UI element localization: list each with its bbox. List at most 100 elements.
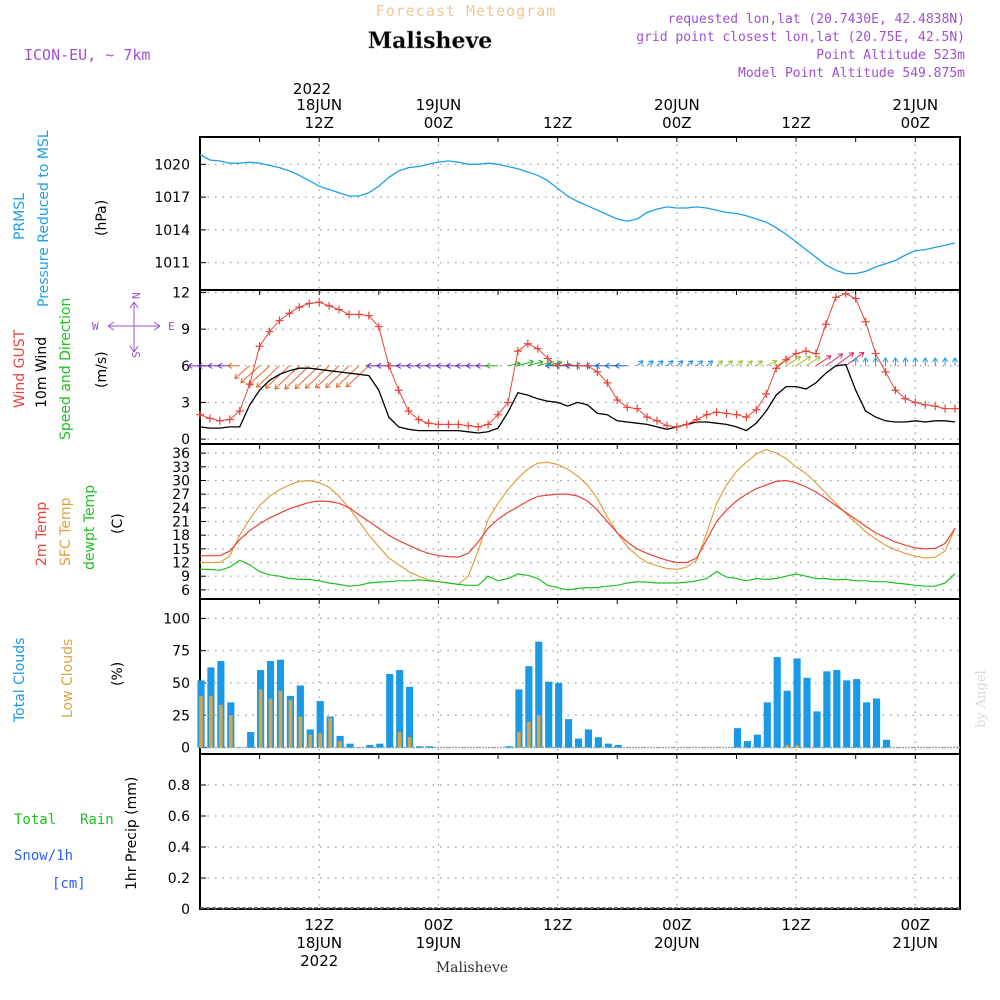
wind-arrow-head bbox=[325, 382, 331, 389]
wind-direction-arrow bbox=[676, 360, 684, 367]
low-cloud-bar bbox=[258, 689, 263, 748]
wind-arrow-head bbox=[932, 357, 939, 363]
y-tick-label: 9 bbox=[181, 322, 190, 338]
series-temp-line-0 bbox=[200, 479, 956, 564]
compass-n: N bbox=[130, 292, 143, 299]
gust-point bbox=[573, 361, 582, 370]
gust-point bbox=[454, 420, 463, 429]
top-time-label: 12Z bbox=[305, 114, 334, 132]
wind-direction-arrow bbox=[825, 353, 843, 367]
wind-arrow-head bbox=[826, 355, 832, 361]
bottom-date-label: 20JUN bbox=[654, 934, 700, 952]
gust-point bbox=[543, 354, 552, 363]
wind-direction-arrow bbox=[656, 360, 664, 367]
y-tick-label: 0.4 bbox=[168, 840, 190, 856]
wind-arrow-head bbox=[848, 352, 855, 358]
low-cloud-bar bbox=[397, 732, 402, 748]
wind-arrow-head bbox=[882, 357, 889, 363]
y-tick-label: 21 bbox=[172, 515, 190, 531]
low-cloud-bar bbox=[785, 744, 789, 748]
gust-point bbox=[335, 305, 344, 314]
compass-rose: N S W E bbox=[92, 292, 175, 358]
gust-point bbox=[553, 361, 562, 370]
wind-arrow-head bbox=[315, 383, 321, 389]
wind-arrow-head bbox=[284, 384, 290, 390]
wind-direction-arrow bbox=[325, 365, 350, 389]
gust-point bbox=[215, 416, 224, 425]
top-date-label: 19JUN bbox=[416, 96, 462, 114]
gust-point bbox=[474, 422, 483, 431]
total-cloud-bar bbox=[316, 701, 324, 748]
gust-point bbox=[305, 299, 314, 308]
low-cloud-bar bbox=[318, 733, 323, 748]
chart-subtitle: Forecast Meteogram bbox=[376, 2, 557, 20]
total-cloud-bar bbox=[406, 686, 414, 748]
panel-frame-0 bbox=[199, 136, 961, 291]
wind-arrow-head bbox=[217, 362, 223, 369]
wind-arrow-head bbox=[436, 362, 441, 369]
gust-point bbox=[931, 402, 940, 411]
gust-point bbox=[831, 293, 840, 302]
gust-point bbox=[732, 410, 741, 419]
gust-point bbox=[374, 322, 383, 331]
wind-arrow-head bbox=[406, 362, 412, 369]
pressure-unit-label: (hPa) bbox=[94, 200, 110, 236]
gust-point bbox=[325, 301, 334, 310]
bottom-time-label: 12Z bbox=[781, 916, 810, 934]
gust-point bbox=[593, 367, 602, 376]
wind-arrow-head bbox=[605, 362, 610, 369]
gust-point bbox=[295, 303, 304, 312]
gust-point bbox=[354, 310, 363, 319]
gust-point bbox=[821, 320, 830, 329]
wind-arrow-head bbox=[771, 359, 778, 366]
low-cloud-bar bbox=[536, 715, 541, 748]
wind-arrow-head bbox=[747, 360, 753, 366]
total-label: Total bbox=[14, 812, 56, 828]
wind-arrow-head bbox=[376, 362, 382, 369]
y-tick-label: 27 bbox=[172, 487, 190, 503]
total-cloud-bar bbox=[594, 737, 602, 748]
y-tick-label: 0 bbox=[181, 741, 190, 757]
gust-point bbox=[464, 421, 473, 430]
total-cloud-bar bbox=[217, 661, 225, 748]
gust-point bbox=[941, 404, 950, 413]
wind-direction-arrow bbox=[247, 365, 270, 386]
chart-title: Malisheve bbox=[368, 28, 492, 54]
wind-arrow-head bbox=[805, 355, 812, 362]
gust-point bbox=[225, 415, 234, 424]
gust-point bbox=[434, 420, 443, 429]
precip-axis-label: 1hr Precip (mm) bbox=[124, 777, 140, 890]
gust-point bbox=[245, 380, 254, 389]
y-tick-label: 6 bbox=[181, 583, 190, 599]
wind-arrow-head bbox=[465, 362, 471, 369]
y-tick-label: 0.2 bbox=[168, 871, 190, 887]
wind-arrow-head bbox=[545, 362, 551, 369]
gust-point bbox=[364, 311, 373, 320]
gust-point bbox=[285, 309, 294, 318]
low-cloud-bar bbox=[407, 737, 412, 748]
gust-point bbox=[772, 364, 781, 373]
model-point-altitude: Model Point Altitude 549.875m bbox=[738, 66, 965, 81]
total-cloud-bar bbox=[247, 732, 255, 748]
total-cloud-bar bbox=[793, 658, 801, 748]
wind-direction-arrow bbox=[815, 355, 832, 367]
total-cloud-bar bbox=[872, 698, 881, 748]
y-tick-label: 0.8 bbox=[168, 778, 190, 794]
wind-direction-arrow bbox=[805, 356, 821, 367]
bottom-time-label: 12Z bbox=[305, 916, 334, 934]
gust-point bbox=[802, 347, 811, 356]
cloud-labels: Total Clouds Low Clouds (%) bbox=[12, 638, 126, 723]
wind-direction-arrow bbox=[517, 360, 534, 367]
wind-direction-arrow bbox=[537, 361, 553, 367]
y-tick-label: 18 bbox=[172, 528, 190, 544]
wind-arrow-head bbox=[687, 360, 694, 366]
gust-point bbox=[583, 361, 592, 370]
gust-point bbox=[315, 298, 324, 307]
gust-point bbox=[275, 316, 284, 325]
y-tick-label: 15 bbox=[172, 542, 190, 558]
wind-arrow-head bbox=[187, 362, 193, 369]
wind-arrow-head bbox=[677, 360, 684, 366]
bottom-time-label: 00Z bbox=[901, 916, 930, 934]
wind-arrow-head bbox=[862, 357, 869, 363]
